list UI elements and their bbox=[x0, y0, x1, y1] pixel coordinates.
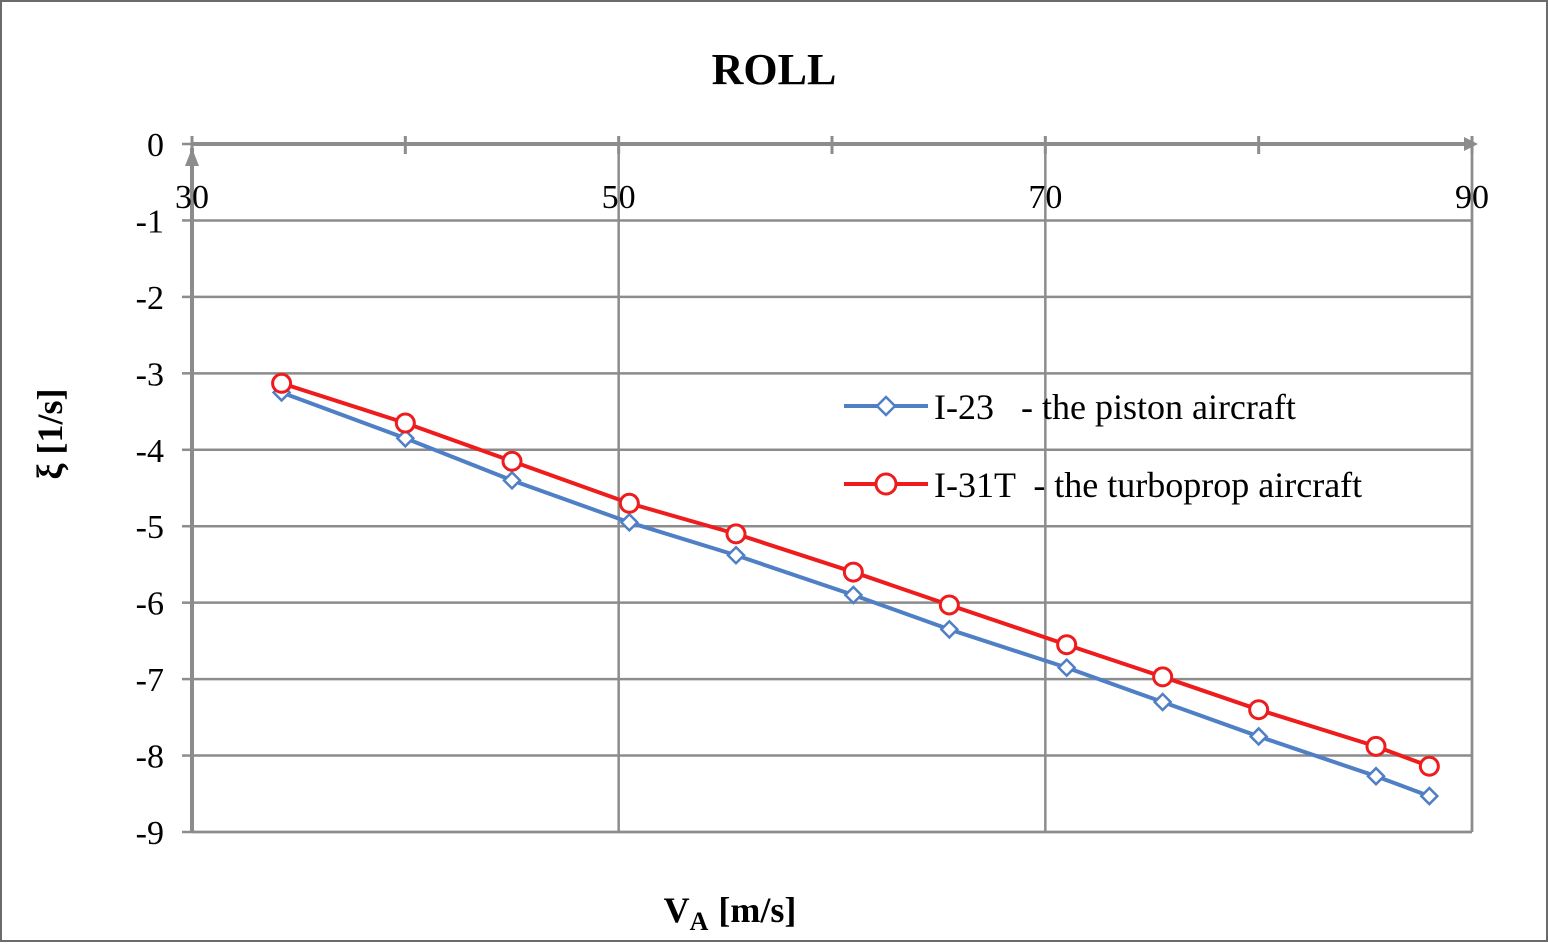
data-point-circle bbox=[394, 412, 416, 434]
data-point-circle bbox=[271, 372, 293, 394]
series-line bbox=[280, 390, 1431, 798]
series-line bbox=[280, 381, 1431, 769]
y-tick-label: -4 bbox=[136, 433, 164, 470]
x-axis-label-subscript: A bbox=[690, 907, 709, 936]
series-piston bbox=[271, 382, 1440, 806]
data-point-circle bbox=[1248, 699, 1270, 721]
y-tick-label: 0 bbox=[147, 127, 164, 164]
y-tick-label: -5 bbox=[136, 509, 164, 546]
data-point-circle bbox=[1365, 735, 1387, 757]
y-tick-labels: 0 -1 -2 -3 -4 -5 -6 -7 -8 -9 bbox=[136, 127, 164, 852]
data-point-diamond bbox=[1152, 692, 1173, 712]
x-tick-label: 30 bbox=[175, 179, 209, 216]
series-turboprop bbox=[271, 372, 1440, 777]
x-axis-label: VA [m/s] bbox=[664, 890, 797, 936]
data-point-diamond bbox=[1248, 726, 1269, 747]
chart-title: ROLL bbox=[712, 45, 837, 94]
data-series bbox=[271, 372, 1440, 806]
y-tick-label: -3 bbox=[136, 356, 164, 393]
legend-item-turboprop: I-31T - the turboprop aircraft bbox=[844, 465, 1362, 505]
x-axis-label-main: V bbox=[664, 890, 690, 930]
legend-label-turboprop: I-31T - the turboprop aircraft bbox=[934, 465, 1362, 505]
y-tick-label: -1 bbox=[136, 203, 164, 240]
data-point-diamond bbox=[1419, 786, 1440, 806]
data-point-circle bbox=[618, 492, 640, 514]
x-tick-label: 70 bbox=[1028, 179, 1062, 216]
data-point-circle bbox=[938, 594, 960, 616]
x-axis-label-unit: [m/s] bbox=[718, 890, 796, 930]
data-point-diamond bbox=[395, 428, 416, 449]
legend-circle-marker bbox=[874, 472, 898, 496]
x-tick-label: 90 bbox=[1455, 179, 1489, 216]
data-point-circle bbox=[1418, 755, 1440, 777]
data-point-circle bbox=[842, 561, 864, 583]
axes bbox=[182, 136, 1478, 834]
data-point-diamond bbox=[1056, 657, 1077, 678]
data-point-diamond bbox=[1366, 766, 1386, 786]
legend-diamond-marker bbox=[875, 395, 897, 417]
legend: I-23 - the piston aircraft I-31T - the t… bbox=[844, 387, 1362, 505]
y-tick-label: -6 bbox=[136, 586, 164, 623]
legend-label-piston: I-23 - the piston aircraft bbox=[934, 387, 1296, 427]
data-point-circle bbox=[725, 523, 747, 545]
y-tick-label: -9 bbox=[136, 815, 164, 852]
legend-item-piston: I-23 - the piston aircraft bbox=[844, 387, 1296, 427]
data-point-circle bbox=[1056, 634, 1078, 656]
x-tick-label: 50 bbox=[602, 179, 636, 216]
y-tick-label: -8 bbox=[136, 739, 164, 776]
data-point-diamond bbox=[726, 545, 746, 566]
data-point-circle bbox=[1152, 666, 1174, 688]
y-tick-label: -7 bbox=[136, 662, 164, 699]
data-point-diamond bbox=[939, 619, 960, 640]
data-point-diamond bbox=[502, 470, 522, 491]
y-axis-label: ξ [1/s] bbox=[30, 388, 70, 479]
data-point-circle bbox=[501, 450, 523, 472]
y-axis-arrow bbox=[185, 148, 199, 166]
y-tick-label: -2 bbox=[136, 280, 164, 317]
data-point-diamond bbox=[843, 585, 864, 605]
data-point-diamond bbox=[619, 512, 640, 533]
x-tick-labels: 30 50 70 90 bbox=[175, 179, 1489, 216]
